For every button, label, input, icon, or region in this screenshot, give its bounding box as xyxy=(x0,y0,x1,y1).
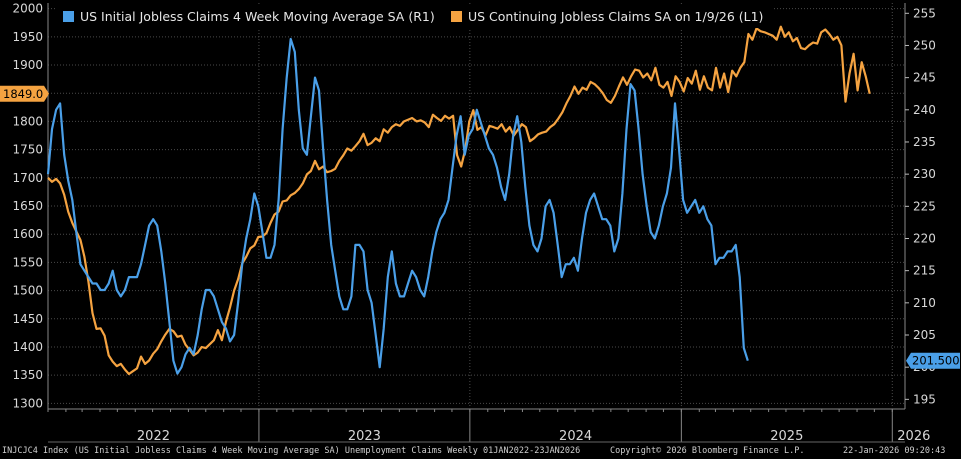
y-left-tick-label: 1450 xyxy=(12,312,43,326)
y-left-tick-label: 1950 xyxy=(12,30,43,44)
y-left-tick-label: 1300 xyxy=(12,396,43,410)
y-right-tick-label: 225 xyxy=(913,199,936,213)
last-value-tags: 201.500 1849.0 xyxy=(0,85,960,369)
footer-copyright: Copyright© 2026 Bloomberg Finance L.P. xyxy=(610,446,805,456)
last-value-label-left: 1849.0 xyxy=(3,87,43,101)
y-right-tick-label: 255 xyxy=(913,6,936,20)
gridlines xyxy=(47,3,906,410)
legend-background xyxy=(56,6,772,28)
x-tick-label: 2023 xyxy=(348,429,381,444)
y-right-tick-label: 210 xyxy=(913,296,936,310)
legend-swatch xyxy=(451,11,462,22)
y-axis-left: 1300 1350 1400 1450 1500 1550 1600 1650 1700 1750… xyxy=(12,2,43,411)
y-right-tick-label: 195 xyxy=(913,392,936,406)
footer-timestamp: 22-Jan-2026 09:20:43 xyxy=(843,446,946,456)
y-right-tick-label: 220 xyxy=(913,231,936,245)
y-left-tick-label: 1600 xyxy=(12,227,43,241)
y-left-tick-label: 1900 xyxy=(12,58,43,72)
y-left-tick-label: 1550 xyxy=(12,255,43,269)
y-right-tick-label: 240 xyxy=(913,103,936,117)
y-right-tick-label: 205 xyxy=(913,328,936,342)
series-line-initial-claims xyxy=(46,37,749,375)
y-left-tick-label: 2000 xyxy=(12,2,43,16)
last-value-tag-left xyxy=(0,85,49,102)
x-tick-label: 2022 xyxy=(137,429,170,444)
y-axis-right: 195200205210215220225230235240245250255 xyxy=(905,6,936,406)
series-line-continuing-claims xyxy=(47,25,871,376)
footer-source: INJCJC4 Index (US Initial Jobless Claims… xyxy=(2,446,581,456)
x-tick-label: 2026 xyxy=(897,429,930,444)
y-right-tick-label: 250 xyxy=(913,38,936,52)
y-right-tick-label: 215 xyxy=(913,264,936,278)
legend-entry: US Initial Jobless Claims 4 Week Moving … xyxy=(80,9,435,24)
x-tick-label: 2025 xyxy=(770,429,803,444)
x-tick-label: 2024 xyxy=(559,429,592,444)
legend-entry: US Continuing Jobless Claims SA on 1/9/2… xyxy=(468,9,763,24)
last-value-label-right: 201.500 xyxy=(912,354,960,368)
y-right-tick-label: 230 xyxy=(913,167,936,181)
y-left-tick-label: 1650 xyxy=(12,199,43,213)
x-axis: 2022 2023 2024 2025 2026 xyxy=(47,409,930,444)
legend: US Initial Jobless Claims 4 Week Moving … xyxy=(56,6,772,28)
y-left-tick-label: 1500 xyxy=(12,284,43,298)
y-left-tick-label: 1750 xyxy=(12,143,43,157)
y-left-tick-label: 1400 xyxy=(12,340,43,354)
legend-swatch xyxy=(63,11,74,22)
y-left-tick-label: 1700 xyxy=(12,171,43,185)
y-right-tick-label: 245 xyxy=(913,71,936,85)
y-right-tick-label: 235 xyxy=(913,135,936,149)
series-lines xyxy=(46,25,871,376)
y-left-tick-label: 1350 xyxy=(12,368,43,382)
y-left-tick-label: 1800 xyxy=(12,114,43,128)
last-value-tag-right xyxy=(906,352,960,369)
